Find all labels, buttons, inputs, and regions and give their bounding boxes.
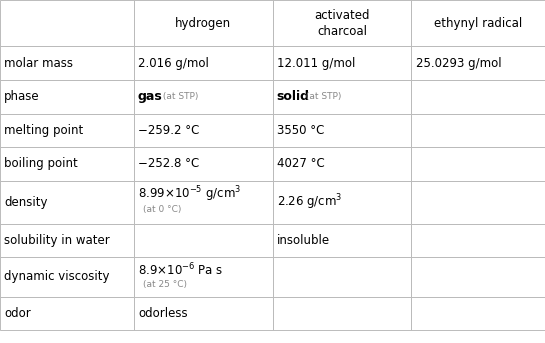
Bar <box>134 0 272 46</box>
Bar <box>272 147 411 181</box>
Text: molar mass: molar mass <box>4 57 74 70</box>
Bar <box>272 224 411 257</box>
Text: 3550 °C: 3550 °C <box>277 124 324 137</box>
Bar <box>272 80 411 114</box>
Bar <box>411 147 545 181</box>
Bar <box>0 46 134 80</box>
Text: solubility in water: solubility in water <box>4 234 110 247</box>
Text: odor: odor <box>4 307 31 320</box>
Text: activated
charcoal: activated charcoal <box>314 9 370 38</box>
Bar <box>0 147 134 181</box>
Bar <box>411 46 545 80</box>
Bar <box>134 257 272 297</box>
Bar <box>411 0 545 46</box>
Bar <box>0 114 134 147</box>
Bar <box>0 181 134 224</box>
Text: 4027 °C: 4027 °C <box>277 157 325 170</box>
Bar <box>411 257 545 297</box>
Bar <box>411 114 545 147</box>
Bar <box>272 46 411 80</box>
Bar <box>411 297 545 330</box>
Bar <box>0 80 134 114</box>
Text: 2.26 g/cm$^{3}$: 2.26 g/cm$^{3}$ <box>277 192 342 212</box>
Bar <box>134 147 272 181</box>
Text: hydrogen: hydrogen <box>175 17 231 29</box>
Text: ethynyl radical: ethynyl radical <box>434 17 522 29</box>
Bar <box>134 181 272 224</box>
Bar <box>134 114 272 147</box>
Bar <box>272 0 411 46</box>
Text: solid: solid <box>277 90 310 103</box>
Bar <box>0 297 134 330</box>
Bar <box>134 224 272 257</box>
Text: phase: phase <box>4 90 40 103</box>
Text: insoluble: insoluble <box>277 234 330 247</box>
Text: 8.9$\times$10$^{-6}$ Pa s: 8.9$\times$10$^{-6}$ Pa s <box>138 262 223 278</box>
Bar <box>411 181 545 224</box>
Bar <box>411 224 545 257</box>
Text: 12.011 g/mol: 12.011 g/mol <box>277 57 355 70</box>
Text: (at 0 °C): (at 0 °C) <box>143 205 181 214</box>
Text: (at STP): (at STP) <box>303 92 341 101</box>
Bar <box>134 46 272 80</box>
Text: 2.016 g/mol: 2.016 g/mol <box>138 57 209 70</box>
Text: (at 25 °C): (at 25 °C) <box>143 280 187 288</box>
Text: gas: gas <box>138 90 162 103</box>
Text: density: density <box>4 196 48 209</box>
Bar <box>272 257 411 297</box>
Text: (at STP): (at STP) <box>160 92 198 101</box>
Bar <box>0 257 134 297</box>
Text: dynamic viscosity: dynamic viscosity <box>4 271 110 283</box>
Text: −252.8 °C: −252.8 °C <box>138 157 199 170</box>
Text: 25.0293 g/mol: 25.0293 g/mol <box>416 57 501 70</box>
Bar <box>0 224 134 257</box>
Text: odorless: odorless <box>138 307 187 320</box>
Bar <box>272 297 411 330</box>
Text: −259.2 °C: −259.2 °C <box>138 124 199 137</box>
Bar <box>134 297 272 330</box>
Bar <box>134 80 272 114</box>
Text: melting point: melting point <box>4 124 83 137</box>
Bar <box>272 181 411 224</box>
Text: 8.99$\times$10$^{-5}$ g/cm$^{3}$: 8.99$\times$10$^{-5}$ g/cm$^{3}$ <box>138 185 241 204</box>
Text: boiling point: boiling point <box>4 157 78 170</box>
Bar <box>272 114 411 147</box>
Bar <box>0 0 134 46</box>
Bar <box>411 80 545 114</box>
